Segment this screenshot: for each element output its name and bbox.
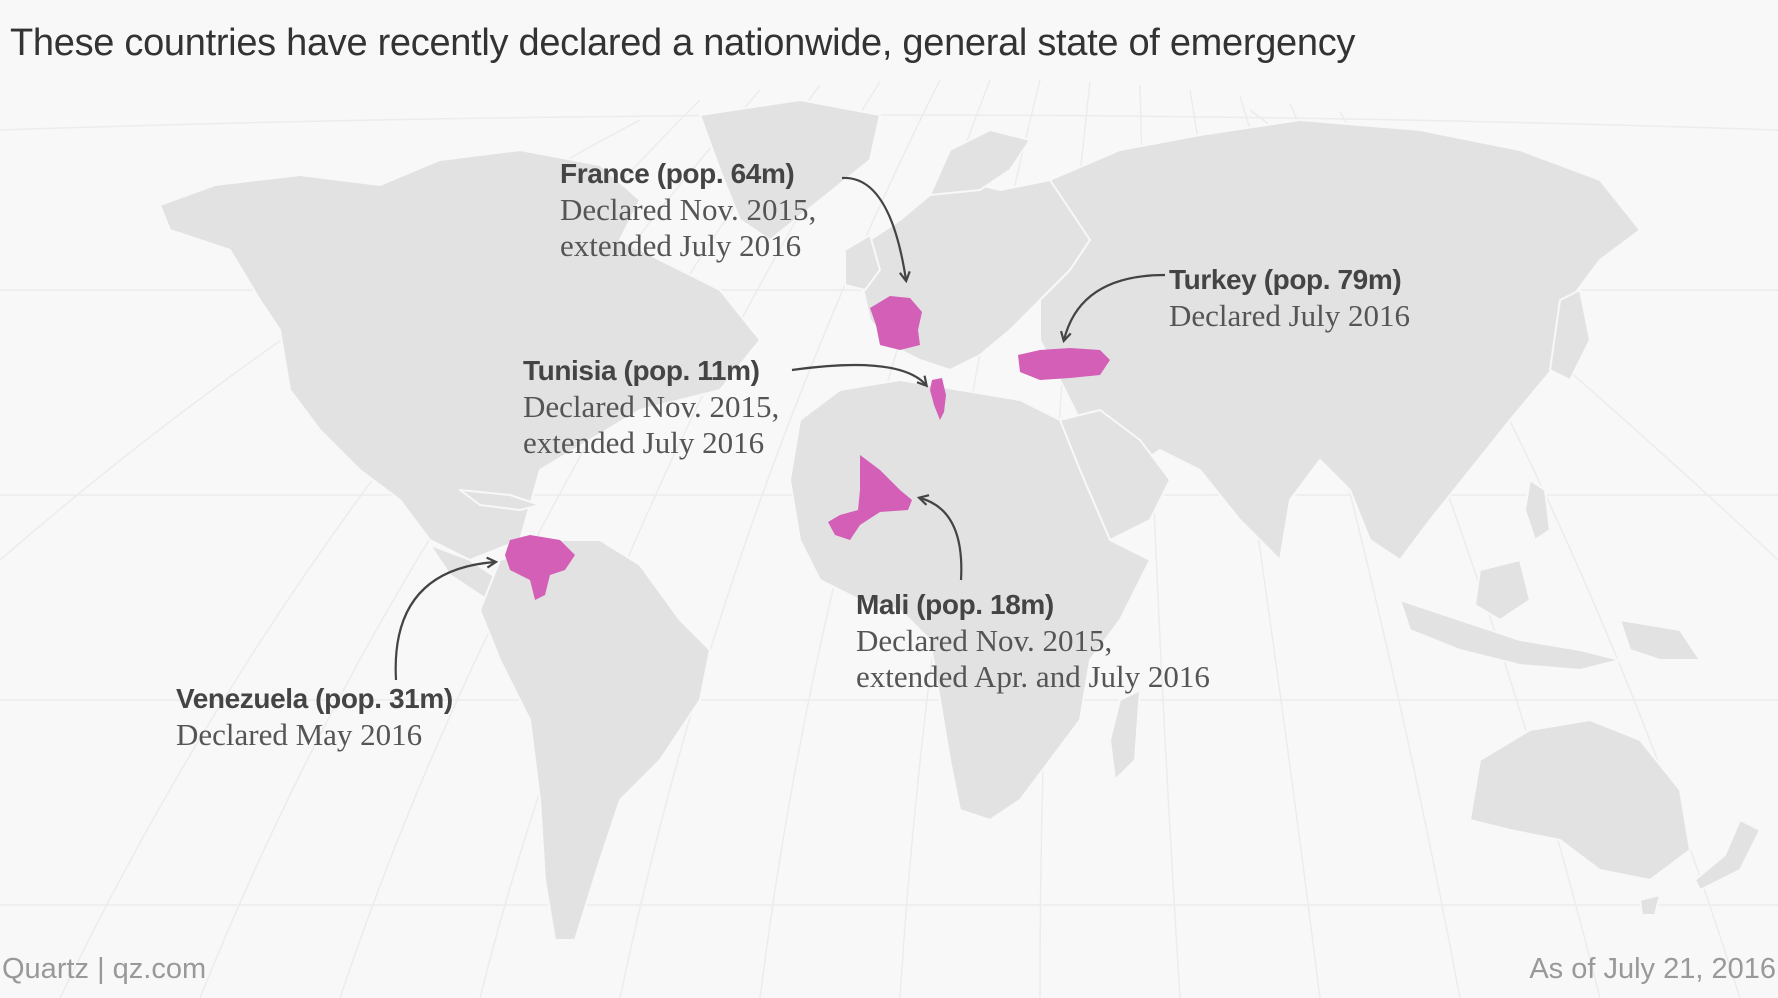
annotation-turkey: Turkey (pop. 79m) Declared July 2016 bbox=[1169, 262, 1410, 334]
country-mali[interactable] bbox=[828, 455, 912, 540]
new-guinea bbox=[1619, 619, 1701, 661]
land bbox=[159, 99, 1761, 941]
annotation-tunisia: Tunisia (pop. 11m) Declared Nov. 2015, e… bbox=[523, 353, 779, 461]
country-tunisia[interactable] bbox=[930, 378, 946, 420]
as-of-date: As of July 21, 2016 bbox=[1529, 953, 1776, 985]
annotation-turkey-name: Turkey (pop. 79m) bbox=[1169, 264, 1402, 295]
madagascar bbox=[1109, 689, 1141, 781]
north-america bbox=[159, 149, 761, 561]
country-venezuela[interactable] bbox=[505, 535, 575, 600]
annotation-france: France (pop. 64m) Declared Nov. 2015, ex… bbox=[560, 156, 816, 264]
australia bbox=[1469, 719, 1691, 881]
country-france[interactable] bbox=[870, 296, 922, 350]
arrow-france bbox=[841, 176, 906, 280]
south-america bbox=[479, 539, 711, 941]
annotation-tunisia-line-2: extended July 2016 bbox=[523, 425, 765, 460]
new-zealand bbox=[1694, 819, 1761, 891]
arrow-mali bbox=[920, 498, 963, 581]
arrow-venezuela bbox=[394, 562, 495, 681]
caribbean bbox=[459, 489, 541, 511]
arrow-turkey bbox=[1064, 273, 1166, 340]
annotation-mali-name: Mali (pop. 18m) bbox=[856, 589, 1054, 620]
chart-title: These countries have recently declared a… bbox=[10, 22, 1356, 64]
annotation-venezuela-line-1: Declared May 2016 bbox=[176, 717, 423, 752]
philippines bbox=[1524, 479, 1551, 541]
highlighted-countries bbox=[505, 296, 1110, 600]
annotation-france-name: France (pop. 64m) bbox=[560, 158, 795, 189]
annotation-france-line-2: extended July 2016 bbox=[560, 228, 802, 263]
annotation-mali-line-2: extended Apr. and July 2016 bbox=[856, 659, 1210, 694]
japan bbox=[1549, 289, 1591, 381]
annotation-turkey-line-1: Declared July 2016 bbox=[1169, 298, 1411, 333]
source-credit: Quartz | qz.com bbox=[2, 953, 207, 985]
annotation-tunisia-name: Tunisia (pop. 11m) bbox=[523, 355, 760, 386]
greenland bbox=[699, 99, 881, 241]
borneo bbox=[1474, 559, 1531, 621]
annotation-france-line-1: Declared Nov. 2015, bbox=[560, 192, 817, 227]
scandinavia bbox=[929, 129, 1031, 196]
indonesia bbox=[1399, 599, 1621, 671]
annotation-tunisia-line-1: Declared Nov. 2015, bbox=[523, 389, 780, 424]
annotation-venezuela-name: Venezuela (pop. 31m) bbox=[176, 683, 453, 714]
arrow-tunisia bbox=[791, 363, 926, 385]
country-turkey[interactable] bbox=[1018, 348, 1110, 380]
annotation-mali: Mali (pop. 18m) Declared Nov. 2015, exte… bbox=[856, 587, 1210, 695]
british-isles bbox=[844, 234, 881, 291]
annotation-arrows bbox=[394, 176, 1166, 681]
annotation-venezuela: Venezuela (pop. 31m) Declared May 2016 bbox=[176, 681, 453, 753]
tasmania bbox=[1639, 894, 1661, 916]
annotation-mali-line-1: Declared Nov. 2015, bbox=[856, 623, 1113, 658]
asia bbox=[1039, 119, 1641, 561]
